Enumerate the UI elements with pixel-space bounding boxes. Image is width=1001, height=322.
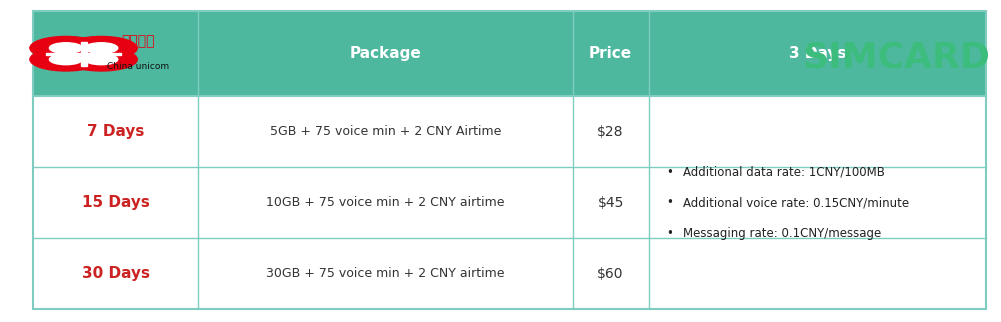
Bar [33, 167, 986, 238]
Bar [33, 96, 986, 167]
Circle shape [30, 48, 102, 71]
Circle shape [65, 48, 137, 71]
Circle shape [49, 54, 82, 65]
Text: 7 Days: 7 Days [87, 124, 144, 139]
Text: 30 Days: 30 Days [82, 266, 149, 281]
Text: Additional data rate: 1CNY/100MB: Additional data rate: 1CNY/100MB [683, 166, 885, 178]
Text: •: • [667, 196, 674, 209]
Text: 30GB + 75 voice min + 2 CNY airtime: 30GB + 75 voice min + 2 CNY airtime [266, 267, 505, 280]
Text: China unicom: China unicom [106, 62, 169, 71]
Text: •: • [667, 227, 674, 240]
Bar [46, 53, 121, 55]
Circle shape [85, 54, 118, 65]
Text: •: • [667, 166, 674, 178]
Text: Additional voice rate: 0.15CNY/minute: Additional voice rate: 0.15CNY/minute [683, 196, 909, 209]
Text: 5GB + 75 voice min + 2 CNY Airtime: 5GB + 75 voice min + 2 CNY Airtime [269, 125, 502, 138]
Text: Price: Price [589, 46, 633, 61]
Text: 3 Days: 3 Days [789, 46, 846, 61]
Text: $28: $28 [598, 125, 624, 139]
Text: 15 Days: 15 Days [82, 195, 149, 210]
Circle shape [49, 43, 82, 53]
Bar [33, 238, 986, 309]
Bar [80, 42, 87, 66]
Text: $45: $45 [598, 196, 624, 210]
Circle shape [85, 43, 118, 53]
Text: $60: $60 [598, 267, 624, 281]
Circle shape [30, 36, 102, 60]
Text: 中国联通: 中国联通 [121, 34, 154, 48]
Text: Package: Package [349, 46, 421, 61]
Text: Messaging rate: 0.1CNY/message: Messaging rate: 0.1CNY/message [683, 227, 881, 240]
Text: 10GB + 75 voice min + 2 CNY airtime: 10GB + 75 voice min + 2 CNY airtime [266, 196, 505, 209]
Bar [33, 11, 986, 96]
Text: SIMCARD: SIMCARD [802, 41, 990, 75]
Circle shape [65, 36, 137, 60]
